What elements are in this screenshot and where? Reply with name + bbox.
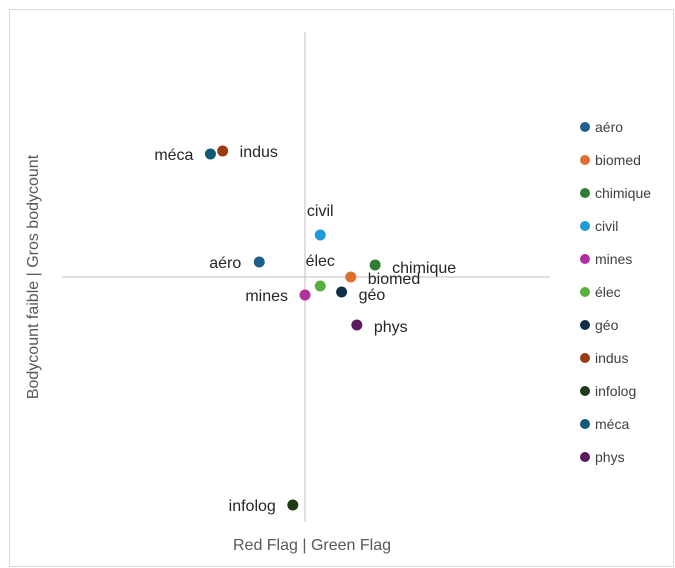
point-label-9: méca [154,147,193,164]
point-5[interactable] [314,280,326,292]
point-7[interactable] [217,145,229,157]
data-points [204,145,381,511]
axes [62,32,550,522]
legend-label-6: géo [595,317,619,333]
point-label-3: civil [307,203,334,220]
point-label-1: biomed [368,271,420,288]
point-0[interactable] [253,256,265,268]
legend-marker-9 [580,419,590,429]
point-1[interactable] [345,271,357,283]
point-label-2: chimique [392,260,456,277]
legend-label-2: chimique [595,185,651,201]
point-label-10: phys [374,319,408,336]
legend-marker-6 [580,320,590,330]
point-3[interactable] [314,229,326,241]
legend-label-8: infolog [595,383,636,399]
point-label-5: élec [306,253,335,270]
x-axis-title: Red Flag | Green Flag [233,537,391,554]
legend-marker-0 [580,122,590,132]
y-axis-title: Bodycount faible | Gros bodycount [25,154,42,399]
legend-marker-3 [580,221,590,231]
point-label-0: aéro [209,255,241,272]
point-4[interactable] [299,289,311,301]
point-10[interactable] [351,319,363,331]
legend-marker-2 [580,188,590,198]
point-label-4: mines [245,288,288,305]
legend-label-4: mines [595,251,632,267]
legend-marker-7 [580,353,590,363]
point-label-7: indus [240,144,278,161]
legend-marker-5 [580,287,590,297]
point-2[interactable] [369,259,381,271]
legend-label-10: phys [595,449,625,465]
legend-marker-4 [580,254,590,264]
legend-marker-8 [580,386,590,396]
legend-label-5: élec [595,284,621,300]
point-label-6: géo [359,287,386,304]
point-8[interactable] [287,499,299,511]
legend-label-0: aéro [595,119,623,135]
point-9[interactable] [204,148,216,160]
legend-label-1: biomed [595,152,641,168]
legend-label-9: méca [595,416,629,432]
legend-marker-1 [580,155,590,165]
legend-label-7: indus [595,350,628,366]
point-6[interactable] [336,286,348,298]
legend: aéro biomed chimique civil mines élec géo indus… [580,119,651,465]
legend-marker-10 [580,452,590,462]
legend-label-3: civil [595,218,618,234]
point-label-8: infolog [229,498,276,515]
